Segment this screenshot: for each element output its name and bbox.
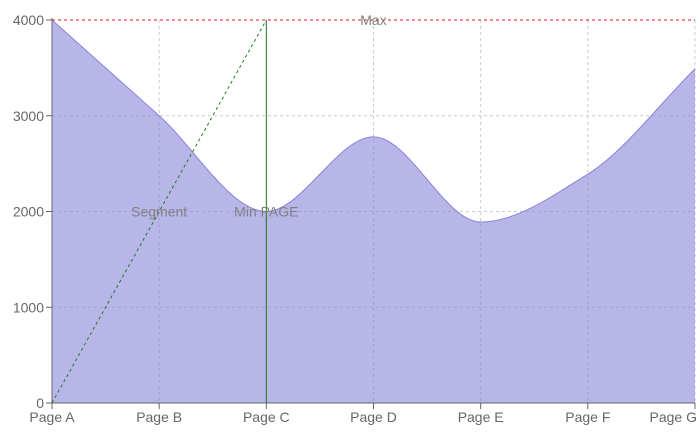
x-tick-label: Page G [650,409,697,425]
x-tick-label: Page B [136,409,182,425]
y-tick-label: 2000 [13,204,44,220]
reference-line-min-page-label: Min PAGE [234,204,298,220]
reference-line-max-label: Max [360,12,386,28]
y-tick-label: 1000 [13,299,44,315]
reference-segment-label: Segment [131,204,187,220]
y-tick-label: 3000 [13,108,44,124]
x-tick-label: Page C [243,409,290,425]
x-tick-label: Page A [29,409,75,425]
x-tick-label: Page F [565,409,610,425]
x-tick-label: Page E [458,409,504,425]
x-tick-label: Page D [350,409,397,425]
y-tick-label: 4000 [13,12,44,28]
